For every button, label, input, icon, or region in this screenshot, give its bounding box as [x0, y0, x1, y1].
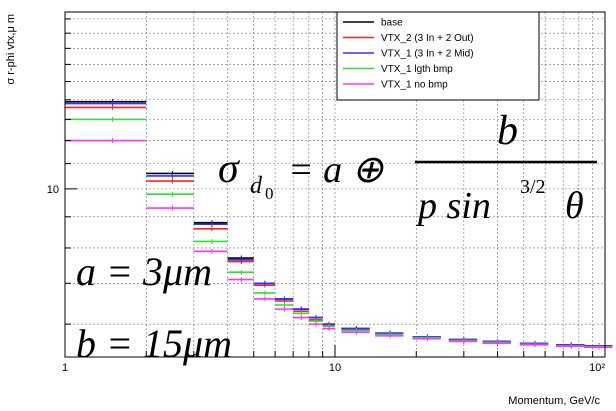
b-parameter-text: b = 15μm — [76, 321, 232, 366]
x-tick-label: 10 — [329, 362, 341, 374]
legend-label: VTX_1 lgth bmp — [381, 64, 453, 75]
formula-subscript-zero: 0 — [265, 184, 274, 203]
formula-denominator: p sin — [415, 185, 491, 227]
x-tick-label: 1 — [62, 362, 68, 374]
grid-lines — [65, 12, 605, 357]
formula-subscript: d — [250, 173, 263, 199]
series-1 — [65, 104, 613, 350]
series-4 — [65, 138, 613, 350]
x-tick-label: 10² — [589, 362, 605, 374]
legend-label: VTX_1 no bmp — [381, 80, 448, 91]
a-parameter-text: a = 3μm — [76, 249, 212, 294]
formula-theta: θ — [565, 185, 584, 227]
series-layer — [65, 99, 613, 350]
x-axis-title: Momentum, GeV/c — [508, 395, 600, 407]
formula-rhs: = a ⊕ — [288, 149, 385, 191]
legend: base VTX_2 (3 In + 2 Out) VTX_1 (3 In + 2 … — [336, 11, 540, 101]
y-tick-label: 10 — [47, 184, 59, 196]
y-axis-title: σ r-phi vtx,μ m — [5, 14, 17, 85]
formula-sigma: σ — [218, 146, 241, 192]
axis-ticks: 1 10 10² 10 — [47, 18, 606, 374]
series-0 — [65, 99, 613, 349]
formula-exponent: 3/2 — [520, 176, 546, 198]
series-3 — [65, 116, 613, 350]
resolution-formula: σ d 0 = a ⊕ b p sin 3/2 θ a = 3μm b = 15… — [76, 108, 597, 366]
legend-label: VTX_2 (3 In + 2 Out) — [381, 33, 474, 44]
formula-numerator: b — [497, 108, 518, 154]
legend-label: VTX_1 (3 In + 2 Mid) — [381, 49, 474, 60]
series-2 — [65, 101, 613, 349]
legend-label: base — [381, 18, 403, 29]
